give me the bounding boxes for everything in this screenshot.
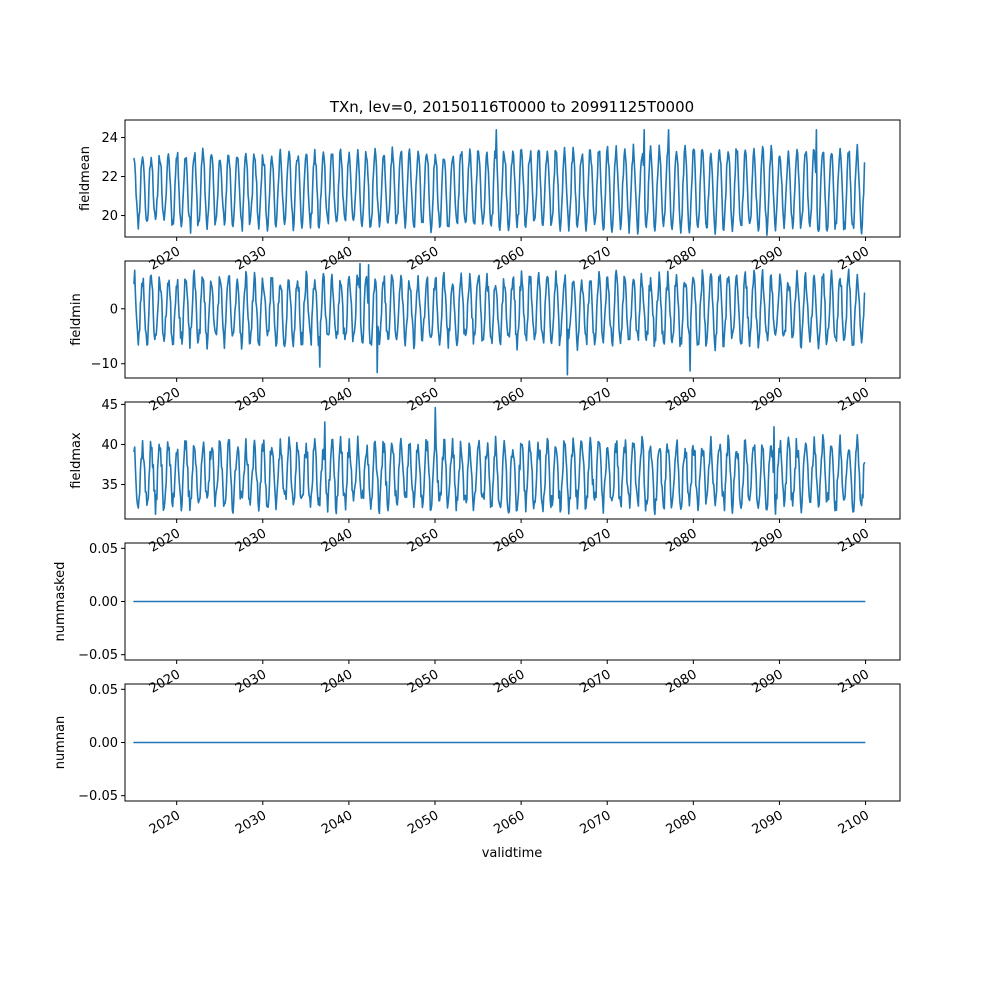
y-axis-label: numnan: [53, 716, 68, 770]
x-tick-label: 2050: [405, 244, 441, 274]
y-tick-label: 40: [101, 438, 118, 453]
y-tick-label: 0.05: [89, 683, 118, 698]
x-tick-label: 2080: [664, 526, 700, 556]
x-tick-label: 2080: [664, 244, 700, 274]
x-tick-label: 2100: [836, 244, 872, 274]
x-tick-label: 2020: [147, 667, 183, 697]
x-tick-label: 2070: [577, 808, 613, 838]
axes-frame: [124, 401, 901, 520]
y-axis-label: fieldmean: [78, 146, 93, 211]
x-tick-label: 2070: [577, 667, 613, 697]
x-tick-label: 2080: [664, 808, 700, 838]
x-tick-label: 2040: [319, 385, 355, 415]
x-tick-label: 2030: [233, 808, 269, 838]
fieldmean-series-line: [133, 129, 866, 236]
x-tick-label: 2090: [750, 667, 786, 697]
y-tick-label: 22: [101, 170, 118, 185]
axes-frame: [124, 119, 901, 238]
x-tick-label: 2040: [319, 526, 355, 556]
x-tick-label: 2020: [147, 526, 183, 556]
y-tick-label: 45: [101, 398, 118, 413]
y-tick-label: −0.05: [78, 648, 118, 663]
panel-fieldmean: 20 22 24 fieldmean 2020 2030 2040 2050 2060 2070 2…: [78, 119, 901, 274]
panel-nummasked: −0.05 0.00 0.05 nummasked 2020 2030 2040 2050 20…: [53, 542, 901, 697]
x-tick-label: 2020: [147, 808, 183, 838]
x-tick-label: 2060: [491, 244, 527, 274]
x-axis-label: validtime: [482, 846, 543, 861]
y-tick-label: 0.05: [89, 542, 118, 557]
y-axis-label: fieldmin: [69, 293, 84, 346]
x-tick-label: 2090: [750, 385, 786, 415]
x-tick-label: 2090: [750, 808, 786, 838]
y-tick-label: 20: [101, 209, 118, 224]
x-tick-label: 2030: [233, 526, 269, 556]
x-tick-label: 2060: [491, 526, 527, 556]
x-tick-label: 2030: [233, 667, 269, 697]
x-tick-label: 2100: [836, 385, 872, 415]
x-tick-label: 2040: [319, 244, 355, 274]
x-tick-label: 2030: [233, 244, 269, 274]
x-tick-label: 2080: [664, 667, 700, 697]
x-tick-label: 2090: [750, 526, 786, 556]
x-tick-label: 2020: [147, 385, 183, 415]
fieldmin-series-line: [133, 262, 866, 376]
y-tick-label: −10: [91, 357, 118, 372]
x-tick-label: 2100: [836, 808, 872, 838]
x-tick-label: 2040: [319, 808, 355, 838]
x-tick-label: 2030: [233, 385, 269, 415]
y-axis-label: nummasked: [53, 562, 68, 642]
x-tick-label: 2050: [405, 808, 441, 838]
x-tick-label: 2050: [405, 526, 441, 556]
x-tick-label: 2060: [491, 385, 527, 415]
axes-frame: [124, 260, 901, 379]
x-tick-label: 2070: [577, 526, 613, 556]
x-tick-label: 2060: [491, 667, 527, 697]
y-tick-label: 0.00: [89, 736, 118, 751]
y-axis-label: fieldmax: [69, 432, 84, 489]
y-tick-label: 35: [101, 478, 118, 493]
y-tick-label: 0.00: [89, 595, 118, 610]
x-tick-label: 2020: [147, 244, 183, 274]
x-tick-label: 2100: [836, 526, 872, 556]
x-tick-label: 2050: [405, 667, 441, 697]
panel-fieldmax: 35 40 45 fieldmax 2020 2030 2040 2050 2060 2070 20…: [69, 398, 901, 556]
x-tick-label: 2090: [750, 244, 786, 274]
chart-title: TXn, lev=0, 20150116T0000 to 20991125T00…: [329, 98, 694, 116]
x-tick-label: 2070: [577, 385, 613, 415]
y-tick-label: 24: [101, 131, 118, 146]
y-tick-label: −0.05: [78, 789, 118, 804]
x-tick-label: 2070: [577, 244, 613, 274]
x-tick-label: 2040: [319, 667, 355, 697]
x-tick-label: 2100: [836, 667, 872, 697]
fieldmax-series-line: [133, 406, 866, 516]
x-tick-label: 2080: [664, 385, 700, 415]
x-tick-label: 2060: [491, 808, 527, 838]
panel-numnan: −0.05 0.00 0.05 numnan 2020 2030 2040 2050 2060 2…: [53, 683, 901, 838]
y-tick-label: 0: [110, 302, 118, 317]
